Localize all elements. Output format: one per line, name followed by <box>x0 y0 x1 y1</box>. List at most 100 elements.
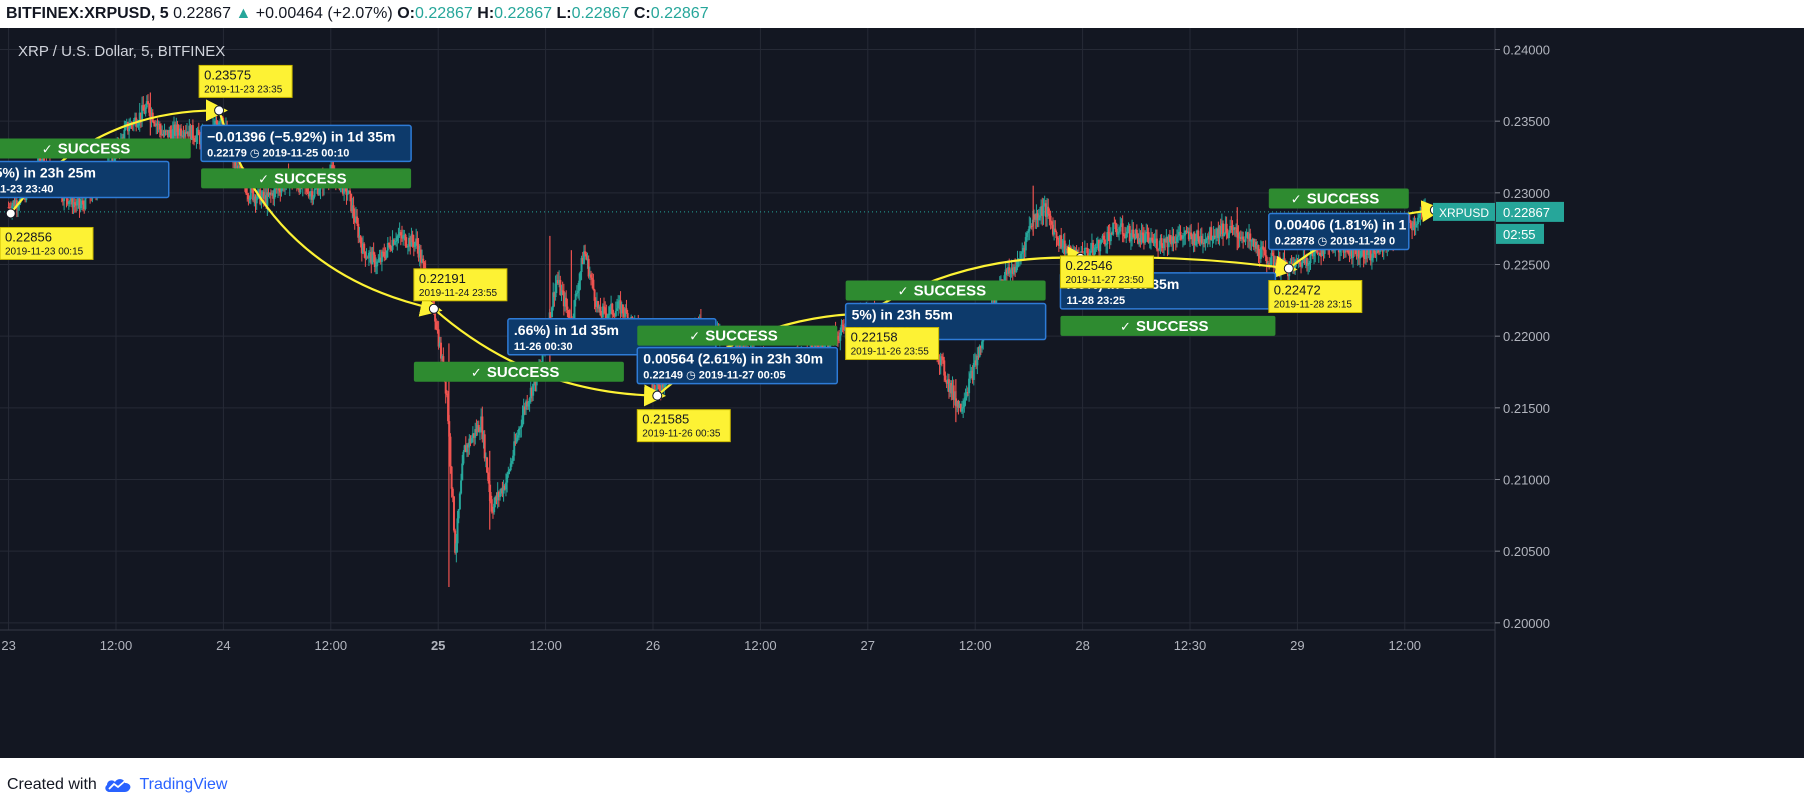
candle-body <box>403 234 406 236</box>
candle-body <box>939 356 942 365</box>
price-label[interactable]: 0.22158 2019-11-26 23:55 <box>845 327 940 361</box>
price-label[interactable]: 0.23575 2019-11-23 23:35 <box>198 64 293 98</box>
candle-body <box>521 415 524 426</box>
candle-body <box>358 235 361 238</box>
candle-body <box>280 186 283 193</box>
trade-info-bg <box>636 346 839 385</box>
candle-body <box>1235 227 1238 229</box>
candle-body <box>388 243 391 245</box>
candle-body <box>613 315 616 317</box>
success-label: SUCCESS <box>914 283 987 300</box>
candle-body <box>275 187 278 190</box>
candle-body <box>402 235 405 239</box>
x-tick-label: 26 <box>646 638 660 653</box>
candle-body <box>1115 228 1118 235</box>
candle-body <box>610 303 613 307</box>
candle-body <box>445 393 448 396</box>
candle-body <box>318 189 321 195</box>
candle-body <box>585 253 588 260</box>
candle-body <box>272 193 275 199</box>
price-label[interactable]: 0.21585 2019-11-26 00:35 <box>636 409 731 443</box>
success-badge-bg <box>1060 315 1276 336</box>
candle-body <box>273 188 276 199</box>
candle-body <box>625 308 628 314</box>
success-badge[interactable]: ✓ SUCCESS <box>413 361 624 382</box>
candle-body <box>1138 238 1141 244</box>
candle-body <box>1363 257 1366 259</box>
success-badge[interactable]: ✓ SUCCESS <box>845 280 1046 301</box>
x-tick-label: 28 <box>1075 638 1089 653</box>
anchor-point[interactable] <box>428 303 439 314</box>
anchor-point[interactable] <box>652 390 663 401</box>
candle-body <box>174 124 177 136</box>
candle-body <box>417 245 420 258</box>
anchor-point[interactable] <box>5 208 16 219</box>
candle-body <box>972 362 975 380</box>
candle-body <box>549 312 552 318</box>
candle-body <box>1348 253 1351 256</box>
candle-body <box>1181 235 1184 239</box>
candle-body <box>409 237 412 247</box>
candle-body <box>1147 232 1150 243</box>
check-icon: ✓ <box>1291 192 1302 207</box>
anchor-point[interactable] <box>1283 263 1294 274</box>
candle-body <box>1307 264 1310 266</box>
candle-body <box>397 235 400 237</box>
success-badge[interactable]: ✓ SUCCESS <box>1060 315 1276 336</box>
candle-body <box>168 129 171 138</box>
candle-body <box>346 193 349 195</box>
candle-body <box>476 424 479 433</box>
candle-body <box>1160 238 1163 246</box>
price-chart[interactable]: 5%) in 23h 25m 11-23 23:40 ✓ SUCCESS −0.0139… <box>0 28 1804 758</box>
candle-body <box>196 129 199 136</box>
success-badge[interactable]: ✓ SUCCESS <box>637 325 838 346</box>
candle-body <box>1128 225 1131 242</box>
candle-body <box>1356 245 1359 257</box>
candle-body <box>1152 240 1155 244</box>
candle-body <box>1199 236 1202 243</box>
candle-body <box>124 125 127 130</box>
candle-body <box>19 194 22 204</box>
candle-body <box>447 395 450 422</box>
chart-area[interactable]: 5%) in 23h 25m 11-23 23:40 ✓ SUCCESS −0.0139… <box>0 28 1804 758</box>
candle-body <box>121 137 124 139</box>
anchor-point[interactable] <box>214 105 225 116</box>
price-label[interactable]: 0.22191 2019-11-24 23:55 <box>413 268 508 302</box>
success-badge[interactable]: ✓ SUCCESS <box>1268 188 1409 209</box>
check-icon: ✓ <box>471 365 482 380</box>
price-axis[interactable] <box>1495 28 1804 758</box>
success-label: SUCCESS <box>705 328 778 345</box>
candle-body <box>314 187 317 190</box>
trade-info-box[interactable]: −0.01396 (−5.92%) in 1d 35m 0.22179 ◷ 201… <box>200 124 412 163</box>
candle-body <box>1255 241 1258 249</box>
success-badge[interactable]: ✓ SUCCESS <box>201 168 412 189</box>
candle-body <box>255 198 258 204</box>
trade-info-box[interactable]: 0.00564 (2.61%) in 23h 30m 0.22149 ◷ 2019… <box>636 346 839 385</box>
candle-body <box>1265 256 1268 264</box>
candle-body <box>1193 233 1196 246</box>
trade-info-box[interactable]: 5%) in 23h 25m 11-23 23:40 <box>0 160 170 199</box>
candle-body <box>1365 244 1368 259</box>
x-tick-label: 12:00 <box>744 638 777 653</box>
price-label[interactable]: 0.22472 2019-11-28 23:15 <box>1268 280 1363 314</box>
tradingview-link[interactable]: TradingView <box>139 776 228 793</box>
check-icon: ✓ <box>689 329 700 344</box>
candle-body <box>308 193 311 197</box>
candle-body <box>947 379 950 392</box>
candle-body <box>1041 206 1044 216</box>
price-label[interactable]: 0.22856 2019-11-23 00:15 <box>0 226 94 260</box>
candle-body <box>310 191 313 194</box>
success-badge[interactable]: ✓ SUCCESS <box>0 138 191 159</box>
candle-body <box>351 205 354 212</box>
price-label[interactable]: 0.22546 2019-11-27 23:50 <box>1059 255 1154 289</box>
candle-body <box>1224 223 1227 234</box>
candle-body <box>578 280 581 291</box>
candle-body <box>415 238 418 243</box>
candle-body <box>586 258 589 260</box>
trade-info-box[interactable]: 0.00406 (1.81%) in 1 0.22878 ◷ 2019-11-29… <box>1268 212 1410 251</box>
candle-body <box>362 243 365 254</box>
candle-body <box>527 402 530 407</box>
candle-body <box>1197 230 1200 239</box>
candle-body <box>1222 223 1225 237</box>
candle-body <box>1201 242 1204 244</box>
